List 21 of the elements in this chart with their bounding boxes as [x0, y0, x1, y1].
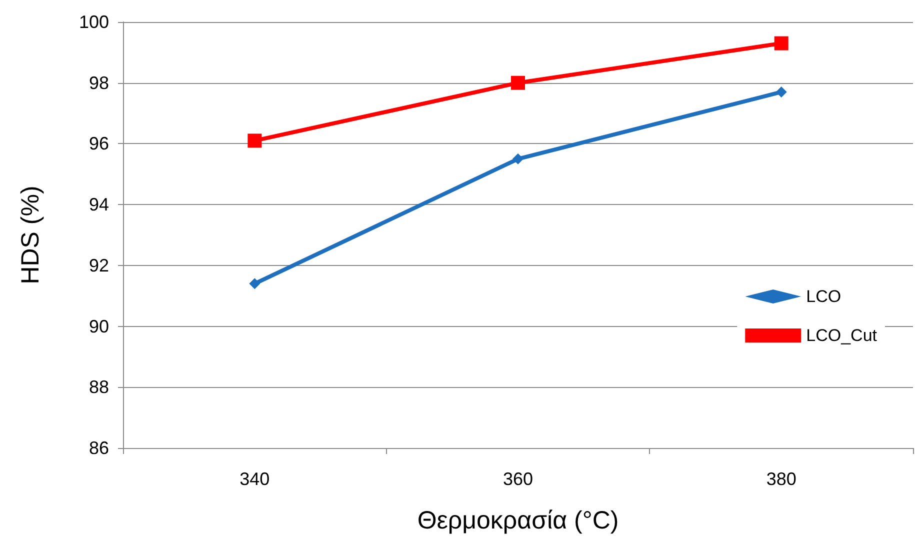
y-axis-title: HDS (%) [16, 186, 44, 284]
legend-label: LCO_Cut [806, 326, 878, 345]
y-tick-label: 94 [88, 194, 109, 215]
point [776, 86, 787, 98]
y-tick-label: 96 [88, 134, 109, 154]
point [774, 36, 788, 50]
y-tick-label: 88 [88, 377, 109, 398]
y-tick-label: 92 [88, 255, 109, 276]
x-tick-label: 360 [502, 469, 534, 489]
y-tick-label: 98 [88, 72, 109, 93]
y-tick-label: 100 [78, 12, 109, 32]
point [512, 153, 524, 164]
legend-label: LCO [806, 287, 842, 306]
point [248, 134, 262, 148]
y-tick-label: 90 [88, 316, 109, 336]
point [249, 278, 260, 290]
y-tick-label: 86 [88, 438, 109, 458]
point [511, 76, 525, 90]
x-axis-title: Θερμοκρασία (°C) [417, 506, 619, 534]
x-tick-label: 340 [240, 469, 270, 489]
x-tick-label: 380 [766, 469, 796, 489]
